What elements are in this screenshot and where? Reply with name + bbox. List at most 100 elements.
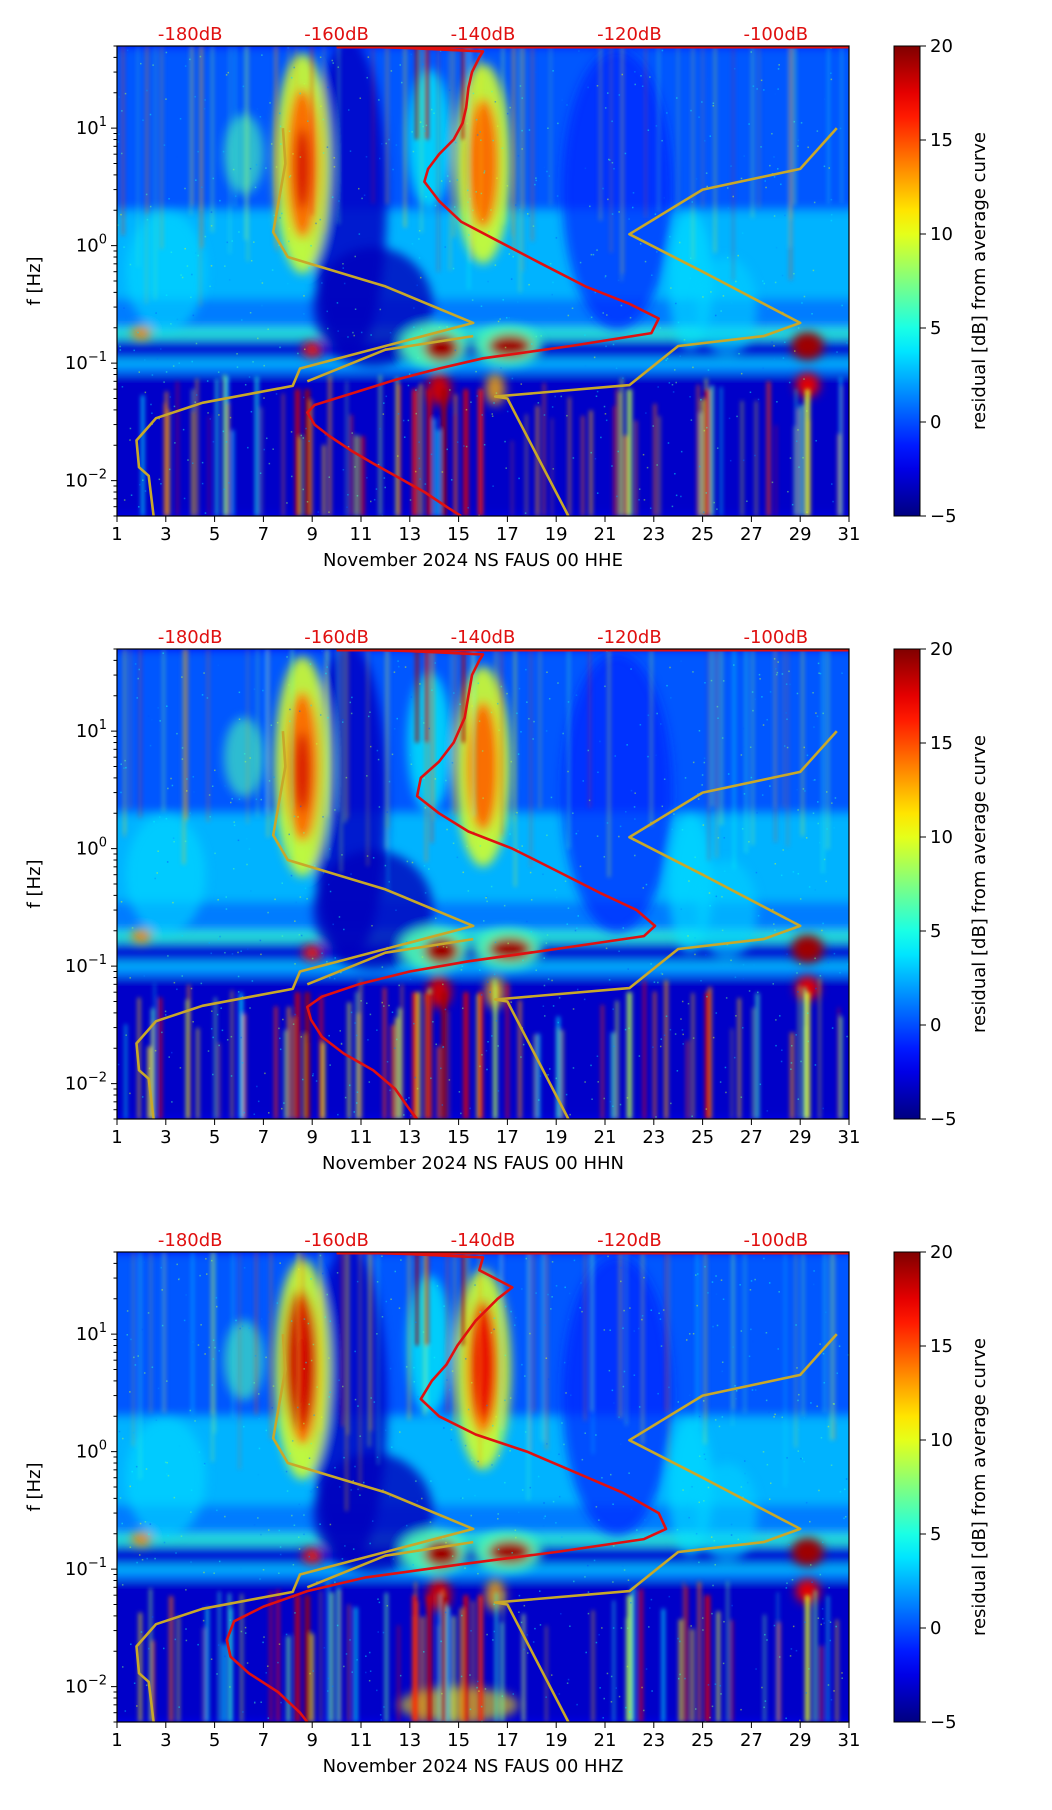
top-db-tick-label: -140dB	[451, 627, 516, 648]
noise-model-curve-2	[135, 1334, 475, 1722]
top-db-tick-label: -120dB	[597, 24, 662, 45]
x-tick-label: 7	[258, 1127, 269, 1148]
x-tick-label: 5	[209, 1127, 220, 1148]
x-tick-label: 17	[496, 1730, 519, 1751]
y-axis: 10−2 10−1 100 101 f [Hz]	[24, 1251, 117, 1723]
y-tick-label: 100	[76, 1439, 107, 1463]
colorbar-label: residual [dB] from average curve	[969, 1338, 990, 1636]
x-tick-label: 11	[350, 524, 373, 545]
y-axis-label: f [Hz]	[24, 1462, 45, 1511]
x-tick-label: 21	[594, 1730, 617, 1751]
colorbar-tick-label: 5	[930, 1524, 941, 1545]
colorbar-tick-label: 5	[930, 921, 941, 942]
top-db-tick-label: -120dB	[597, 627, 662, 648]
y-tick-label: 101	[76, 1321, 107, 1345]
heatmap-area	[117, 1252, 849, 1722]
top-db-tick-label: -100dB	[743, 1230, 808, 1251]
colorbar-tick-label: 15	[930, 130, 953, 151]
x-tick-label: 9	[306, 1730, 317, 1751]
colorbar-tick-label: 20	[930, 36, 953, 57]
colorbar-tick-label: 5	[930, 318, 941, 339]
x-tick-label: 11	[350, 1127, 373, 1148]
x-tick-label: 31	[838, 1127, 861, 1148]
x-tick-label: 13	[398, 1127, 421, 1148]
noise-model-curve-3	[493, 730, 838, 1119]
top-db-axis: -180dB -160dB -140dB -120dB -100dB	[158, 24, 808, 45]
top-db-tick-label: -100dB	[743, 627, 808, 648]
top-db-tick-label: -140dB	[451, 24, 516, 45]
x-tick-label: 23	[642, 1730, 665, 1751]
top-db-tick-label: -100dB	[743, 24, 808, 45]
x-tick-label: 29	[789, 1127, 812, 1148]
average-psd-curve-1	[306, 46, 660, 516]
x-tick-label: 25	[691, 1730, 714, 1751]
y-tick-label: 10−1	[65, 953, 107, 977]
noise-model-curve-3	[493, 1333, 838, 1722]
noise-model-curve-3	[493, 127, 838, 516]
y-tick-label: 101	[76, 718, 107, 742]
x-tick-label: 3	[160, 1127, 171, 1148]
y-tick-label: 10−1	[65, 350, 107, 374]
colorbar-tick-label: −5	[930, 1109, 957, 1130]
x-tick-label: 25	[691, 1127, 714, 1148]
x-tick-label: 17	[496, 524, 519, 545]
colorbar-tick-label: 10	[930, 1430, 953, 1451]
x-tick-label: 5	[209, 524, 220, 545]
top-db-axis: -180dB -160dB -140dB -120dB -100dB	[158, 1230, 808, 1251]
colorbar-tick-label: 15	[930, 733, 953, 754]
x-axis-label: November 2024 NS FAUS 00 HHZ	[323, 1756, 624, 1777]
noise-model-curve-4	[306, 937, 474, 986]
colorbar: −5 0 5 10 15 20 residual [dB] from average cur…	[893, 1242, 990, 1733]
colorbar-label: residual [dB] from average curve	[969, 132, 990, 430]
x-axis-label: November 2024 NS FAUS 00 HHN	[322, 1153, 624, 1174]
x-tick-label: 5	[209, 1730, 220, 1751]
colorbar-tick-label: 0	[930, 412, 941, 433]
top-db-tick-label: -180dB	[158, 1230, 223, 1251]
y-axis: 10−2 10−1 100 101 f [Hz]	[24, 648, 117, 1120]
y-axis-label: f [Hz]	[24, 859, 45, 908]
x-tick-label: 13	[398, 524, 421, 545]
top-db-tick-label: -160dB	[304, 627, 369, 648]
y-axis-label: f [Hz]	[24, 256, 45, 305]
x-tick-label: 31	[838, 524, 861, 545]
colorbar-tick-label: 10	[930, 224, 953, 245]
colorbar-tick-label: 10	[930, 827, 953, 848]
noise-model-curve-2	[135, 731, 475, 1119]
x-tick-label: 1	[111, 1127, 122, 1148]
x-tick-label: 7	[258, 1730, 269, 1751]
x-axis-label: November 2024 NS FAUS 00 HHE	[323, 550, 623, 571]
x-tick-label: 29	[789, 524, 812, 545]
x-tick-label: 15	[447, 1127, 470, 1148]
colorbar-label: residual [dB] from average curve	[969, 735, 990, 1033]
x-tick-label: 23	[642, 1127, 665, 1148]
top-db-axis: -180dB -160dB -140dB -120dB -100dB	[158, 627, 808, 648]
noise-model-curve-2	[135, 128, 475, 516]
x-tick-label: 19	[545, 524, 568, 545]
x-tick-label: 27	[740, 1127, 763, 1148]
x-tick-label: 13	[398, 1730, 421, 1751]
top-db-tick-label: -180dB	[158, 627, 223, 648]
y-tick-label: 100	[76, 836, 107, 860]
top-db-tick-label: -140dB	[451, 1230, 516, 1251]
x-tick-label: 29	[789, 1730, 812, 1751]
y-axis: 10−2 10−1 100 101 f [Hz]	[24, 45, 117, 517]
top-db-tick-label: -160dB	[304, 24, 369, 45]
x-tick-label: 15	[447, 1730, 470, 1751]
heatmap-area	[117, 649, 849, 1119]
colorbar-tick-label: 15	[930, 1336, 953, 1357]
x-tick-label: 27	[740, 524, 763, 545]
x-tick-label: 31	[838, 1730, 861, 1751]
top-db-tick-label: -180dB	[158, 24, 223, 45]
colorbar-tick-label: −5	[930, 506, 957, 527]
x-tick-label: 19	[545, 1127, 568, 1148]
y-tick-label: 100	[76, 233, 107, 257]
top-db-tick-label: -120dB	[597, 1230, 662, 1251]
x-tick-label: 11	[350, 1730, 373, 1751]
x-tick-label: 1	[111, 1730, 122, 1751]
